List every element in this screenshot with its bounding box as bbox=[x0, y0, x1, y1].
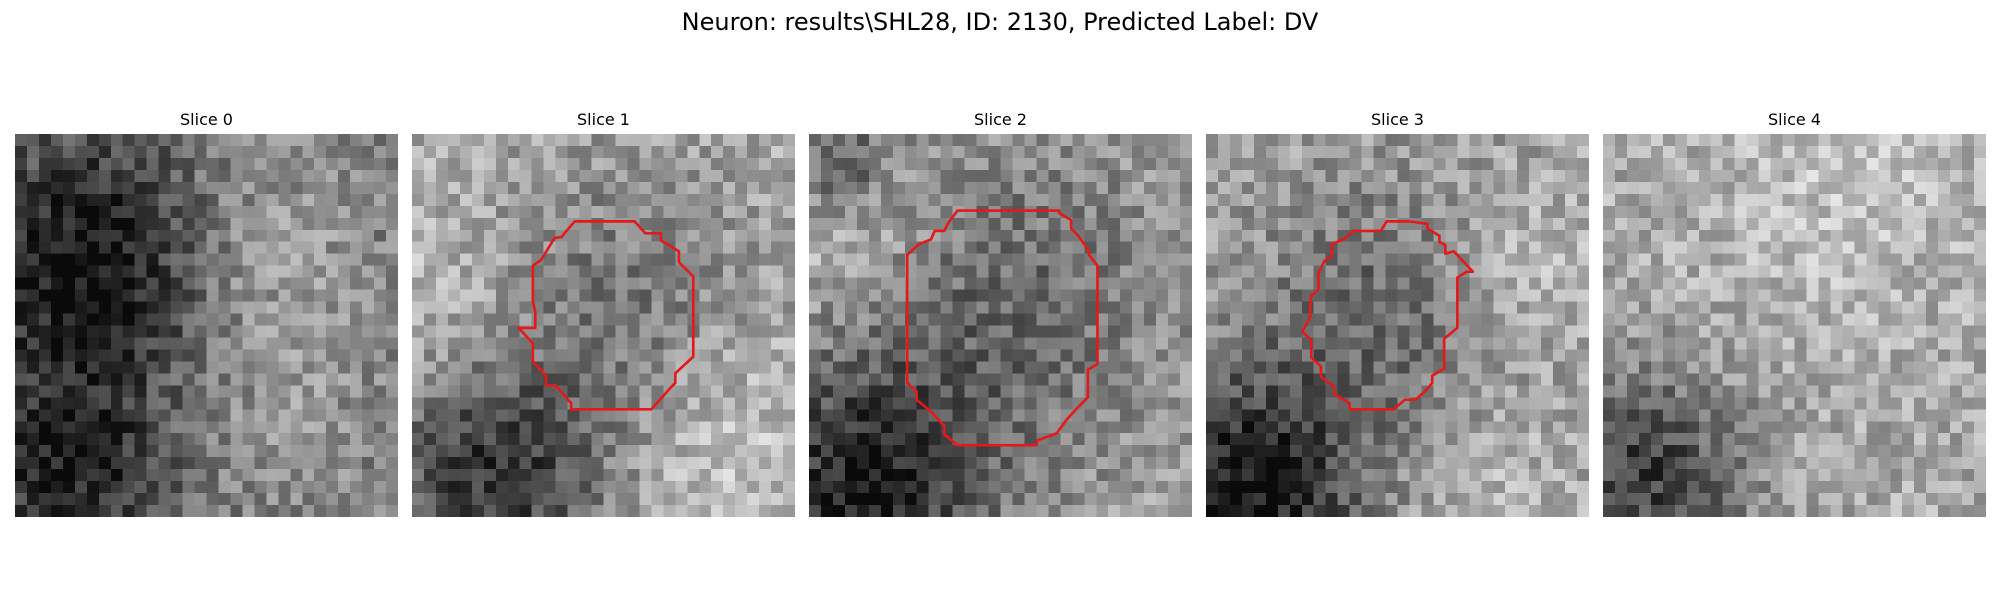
slice-image-0 bbox=[15, 134, 398, 517]
slice-title: Slice 3 bbox=[1371, 110, 1424, 129]
slice-title: Slice 0 bbox=[180, 110, 233, 129]
pixel-grid bbox=[1206, 134, 1589, 517]
roi-contour bbox=[1301, 220, 1475, 411]
slice-image-4 bbox=[1603, 134, 1986, 517]
pixel-grid bbox=[809, 134, 1192, 517]
slice-image-1 bbox=[412, 134, 795, 517]
pixel-grid bbox=[1603, 134, 1986, 517]
slice-title: Slice 1 bbox=[577, 110, 630, 129]
slice-title: Slice 2 bbox=[974, 110, 1027, 129]
slice-image-2 bbox=[809, 134, 1192, 517]
slice-image-3 bbox=[1206, 134, 1589, 517]
pixel-grid bbox=[15, 134, 398, 517]
slice-title: Slice 4 bbox=[1768, 110, 1821, 129]
pixel-grid bbox=[412, 134, 795, 517]
roi-contour bbox=[905, 209, 1099, 447]
figure-title: Neuron: results\SHL28, ID: 2130, Predict… bbox=[681, 8, 1319, 36]
roi-contour bbox=[517, 220, 695, 411]
